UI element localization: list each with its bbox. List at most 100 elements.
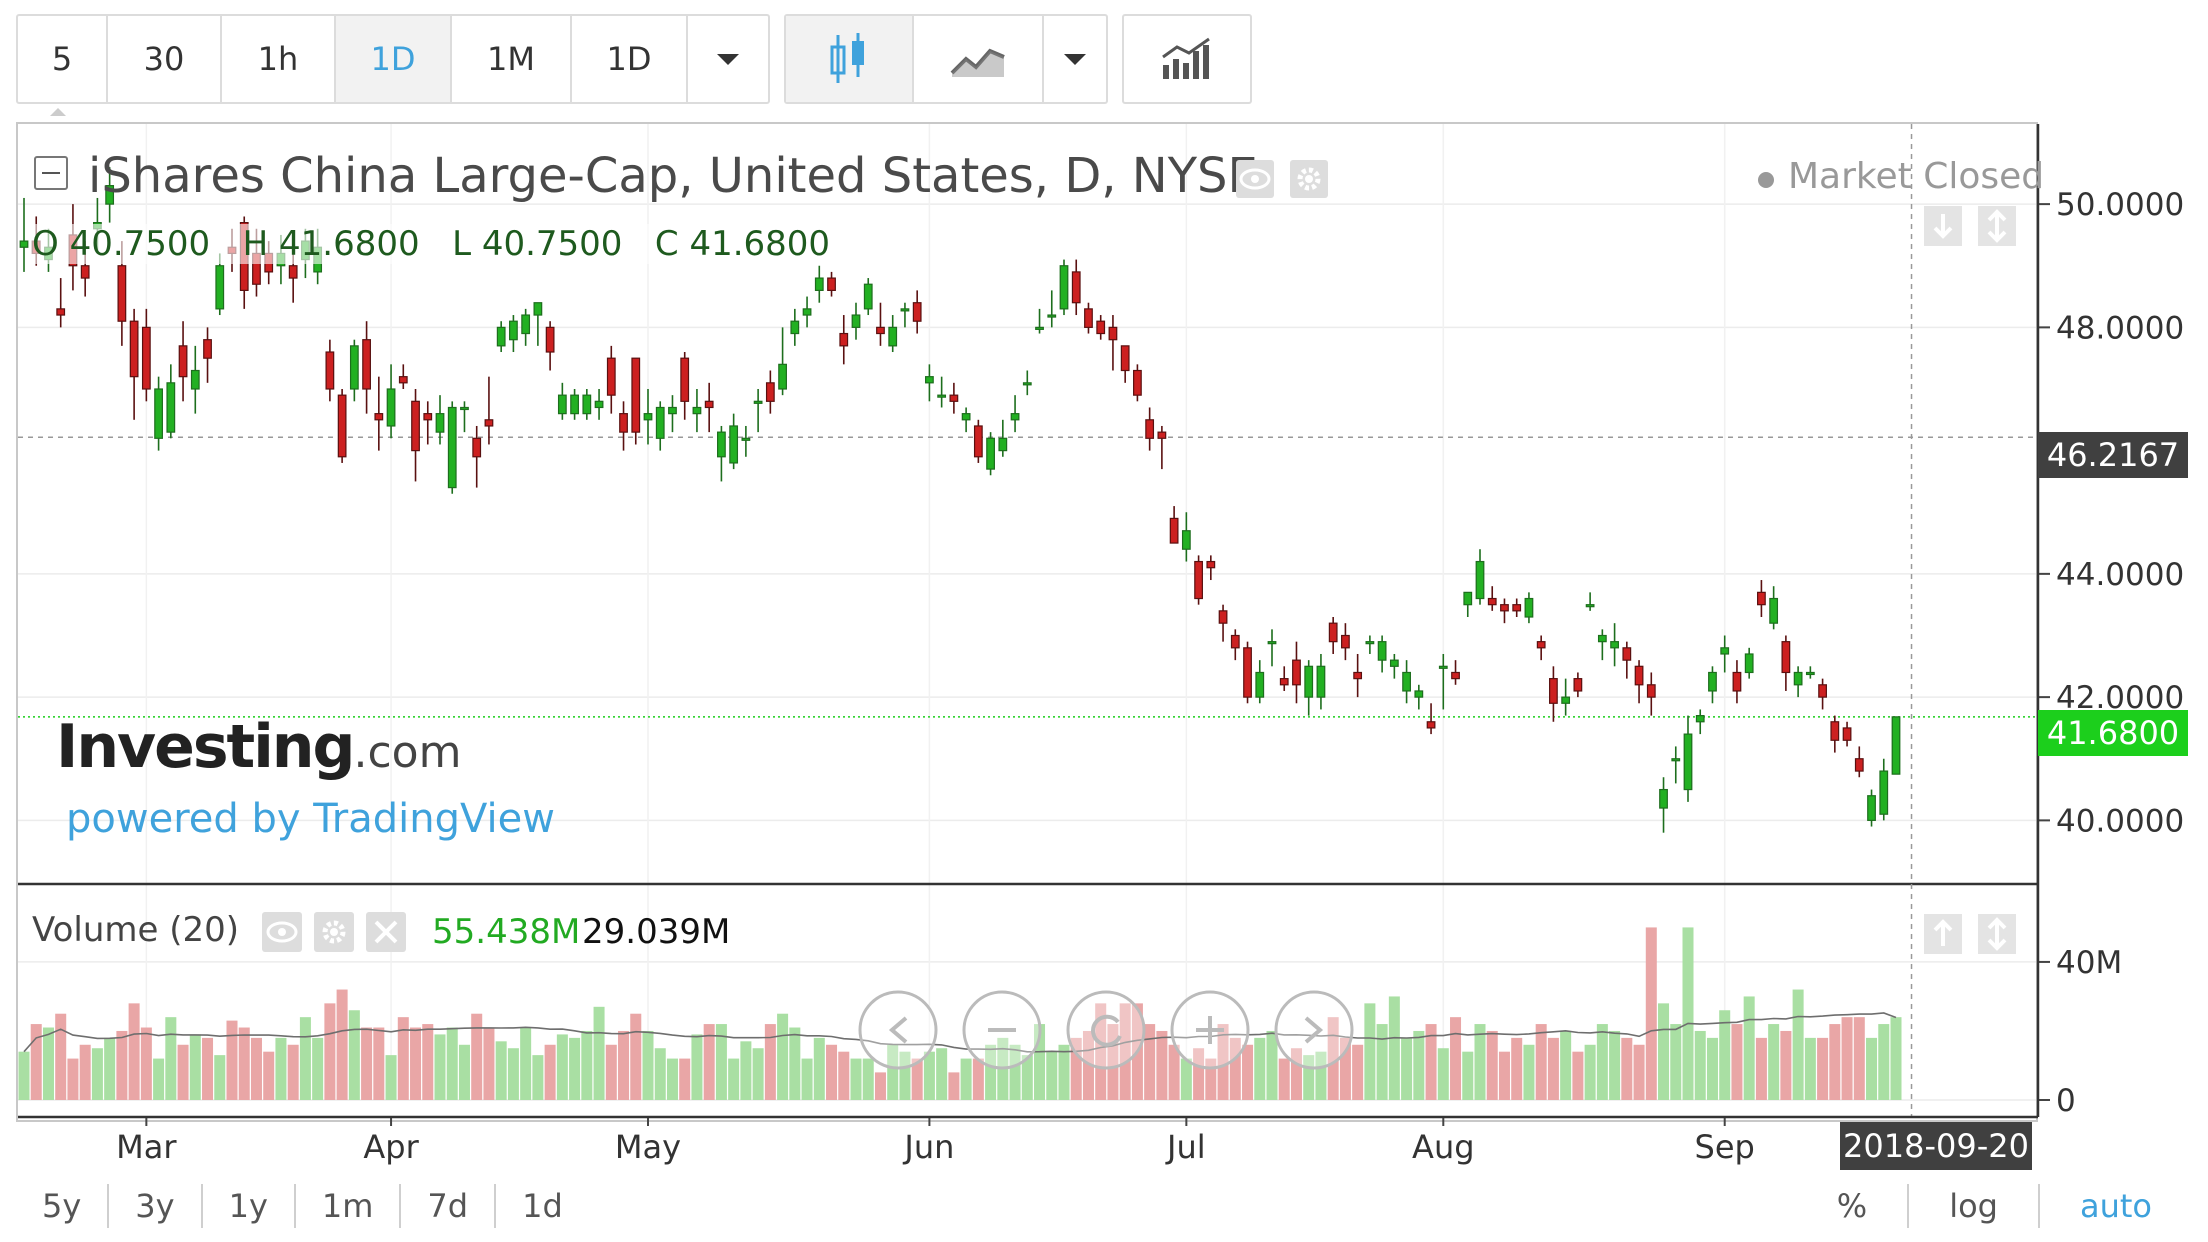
indicators-button[interactable] (1124, 16, 1250, 102)
crosshair-date-label: 2018-09-20 (1840, 1122, 2032, 1170)
interval-1d-button[interactable]: 1D (336, 16, 452, 102)
volume-bar (1278, 1058, 1290, 1100)
volume-value-ma: 29.039M (582, 912, 731, 952)
volume-bar (1254, 1037, 1266, 1100)
volume-bar (507, 1048, 519, 1100)
candle-body (986, 437, 995, 470)
gear-icon[interactable] (1290, 160, 1328, 198)
candle-body (631, 357, 641, 433)
candle-body (166, 382, 176, 433)
candle (1646, 672, 1656, 716)
volume-gear-icon[interactable] (314, 912, 354, 952)
candle (1867, 789, 1876, 827)
candle (472, 425, 482, 488)
candle-body (1475, 560, 1485, 600)
candle-body (1708, 671, 1717, 692)
volume-bar (348, 1010, 360, 1100)
candle-body (1120, 345, 1130, 372)
scale-down-icon[interactable] (1924, 206, 1962, 246)
volume-bar (826, 1044, 838, 1100)
chart-style-dropdown[interactable] (1044, 16, 1106, 102)
interval-1h-button[interactable]: 1h (222, 16, 336, 102)
volume-bar (777, 1013, 789, 1100)
volume-bar (764, 1024, 776, 1100)
interval-30-button[interactable]: 30 (108, 16, 222, 102)
candle (1536, 635, 1546, 661)
interval-dropdown[interactable] (688, 16, 768, 102)
candle (1279, 666, 1289, 691)
candles-style-button[interactable] (786, 16, 914, 102)
candle (411, 388, 420, 482)
interval-5-button[interactable]: 5 (18, 16, 108, 102)
investing-logo: Investing.com (56, 712, 461, 782)
volume-eye-icon[interactable] (262, 912, 302, 952)
volume-bar (1352, 1044, 1364, 1100)
candle-body (398, 376, 408, 384)
volume-bar (287, 1044, 299, 1100)
range-1m-button[interactable]: 1m (296, 1184, 402, 1228)
volume-bar (1743, 996, 1755, 1100)
volume-bar (275, 1037, 287, 1100)
candle-body (827, 277, 836, 291)
candle-body (1365, 641, 1375, 645)
candle-body (1145, 419, 1155, 439)
volume-bar (1290, 1048, 1302, 1100)
eye-icon[interactable] (1236, 160, 1274, 198)
auto-scale-button[interactable]: auto (2079, 1187, 2152, 1225)
volume-bar (1046, 1051, 1058, 1100)
range-1y-button[interactable]: 1y (203, 1184, 296, 1228)
range-1d-button[interactable]: 1d (522, 1187, 563, 1225)
candle-body (141, 326, 151, 390)
volume-bar (202, 1037, 214, 1100)
line-style-button[interactable] (914, 16, 1044, 102)
candle-body (1059, 265, 1069, 310)
volume-bar (67, 1058, 79, 1100)
candle (1585, 592, 1595, 611)
candle-body (594, 400, 604, 409)
collapse-legend-button[interactable] (34, 156, 68, 190)
candle (1695, 709, 1705, 735)
candle (570, 388, 579, 420)
candle-body (765, 382, 775, 402)
range-7d-button[interactable]: 7d (401, 1184, 497, 1228)
candle-body (545, 326, 555, 353)
volume-bar (153, 1058, 165, 1100)
price-tick-label: 44.0000 (2056, 557, 2184, 593)
volume-bar (642, 1030, 654, 1100)
powered-by-link[interactable]: powered by TradingView (66, 796, 555, 842)
volume-bar (569, 1037, 581, 1100)
volume-scale-updown-icon[interactable] (1978, 914, 2016, 954)
candle (986, 432, 995, 476)
candle (1805, 666, 1815, 679)
candle (56, 278, 66, 328)
candle-body (643, 413, 653, 421)
volume-bar (1070, 1037, 1082, 1100)
volume-close-icon[interactable] (366, 912, 406, 952)
scroll-left-icon[interactable] (858, 990, 938, 1070)
volume-bar (1817, 1037, 1829, 1100)
percent-scale-button[interactable]: % (1797, 1184, 1910, 1228)
reset-icon[interactable] (1066, 990, 1146, 1070)
candle-body (1353, 671, 1363, 680)
zoom-out-icon[interactable] (962, 990, 1042, 1070)
range-5y-button[interactable]: 5y (16, 1184, 110, 1228)
scale-updown-icon[interactable] (1978, 206, 2016, 246)
volume-scale-up-icon[interactable] (1924, 914, 1962, 954)
volume-bar (1535, 1024, 1547, 1100)
log-scale-button[interactable]: log (1909, 1184, 2040, 1228)
candle (1757, 580, 1766, 618)
range-3y-button[interactable]: 3y (109, 1184, 203, 1228)
candle-body (1096, 320, 1106, 335)
zoom-in-icon[interactable] (1170, 990, 1250, 1070)
interval-1d-dropdown-button[interactable]: 1D (572, 16, 688, 102)
collapse-toolbar-icon[interactable] (46, 104, 70, 118)
interval-1m-button[interactable]: 1M (452, 16, 572, 102)
volume-bar (1719, 1010, 1731, 1100)
symbol-title: iShares China Large-Cap, United States, … (88, 148, 1258, 204)
scroll-right-icon[interactable] (1274, 990, 1354, 1070)
candle-body (557, 394, 567, 415)
candle-body (1622, 647, 1632, 661)
volume-bar (1878, 1024, 1890, 1100)
volume-bar (434, 1034, 446, 1100)
volume-tick-label: 40M (2056, 945, 2122, 981)
